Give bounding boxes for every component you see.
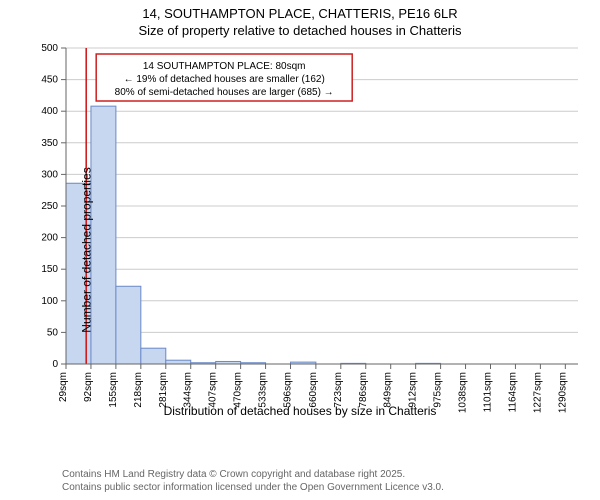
annotation-line: 14 SOUTHAMPTON PLACE: 80sqm — [143, 61, 306, 72]
title-line-1: 14, SOUTHAMPTON PLACE, CHATTERIS, PE16 6… — [0, 6, 600, 23]
x-tick-label: 281sqm — [158, 372, 169, 408]
annotation-line: 80% of semi-detached houses are larger (… — [115, 87, 334, 98]
x-tick-label: 849sqm — [383, 372, 394, 408]
x-tick-label: 29sqm — [58, 372, 69, 402]
annotation-line: ← 19% of detached houses are smaller (16… — [124, 74, 325, 85]
x-axis-label: Distribution of detached houses by size … — [0, 404, 600, 418]
x-tick-label: 723sqm — [333, 372, 344, 408]
x-tick-label: 155sqm — [108, 372, 119, 408]
x-tick-label: 596sqm — [283, 372, 294, 408]
chart-container: Number of detached properties 0 50 100 150 2… — [0, 40, 600, 460]
y-tick-label: 50 — [47, 327, 59, 338]
histogram-bar — [141, 348, 166, 364]
histogram-bar — [166, 360, 191, 364]
title-line-2: Size of property relative to detached ho… — [0, 23, 600, 40]
histogram-bar — [91, 106, 116, 364]
attribution-footer: Contains HM Land Registry data © Crown c… — [62, 469, 444, 494]
y-axis-label: Number of detached properties — [80, 167, 94, 332]
y-tick-label: 250 — [41, 201, 58, 212]
x-tick-label: 912sqm — [408, 372, 419, 408]
x-tick-label: 786sqm — [358, 372, 369, 408]
y-tick-label: 100 — [41, 296, 58, 307]
x-tick-label: 975sqm — [433, 372, 444, 408]
y-tick-label: 150 — [41, 264, 58, 275]
histogram-bar — [116, 286, 141, 364]
chart-title: 14, SOUTHAMPTON PLACE, CHATTERIS, PE16 6… — [0, 0, 600, 40]
x-tick-label: 407sqm — [208, 372, 219, 408]
x-tick-label: 660sqm — [308, 372, 319, 408]
x-tick-label: 533sqm — [258, 372, 269, 408]
y-tick-label: 450 — [41, 75, 58, 86]
footer-line-2: Contains public sector information licen… — [62, 482, 444, 495]
y-tick-label: 400 — [41, 106, 58, 117]
x-tick-label: 470sqm — [233, 372, 244, 408]
y-tick-label: 350 — [41, 138, 58, 149]
x-tick-label: 344sqm — [183, 372, 194, 408]
x-tick-label: 92sqm — [83, 372, 94, 402]
y-tick-label: 500 — [41, 43, 58, 54]
x-tick-label: 218sqm — [133, 372, 144, 408]
y-tick-label: 300 — [41, 169, 58, 180]
footer-line-1: Contains HM Land Registry data © Crown c… — [62, 469, 444, 482]
y-tick-label: 200 — [41, 233, 58, 244]
y-tick-label: 0 — [52, 359, 58, 370]
